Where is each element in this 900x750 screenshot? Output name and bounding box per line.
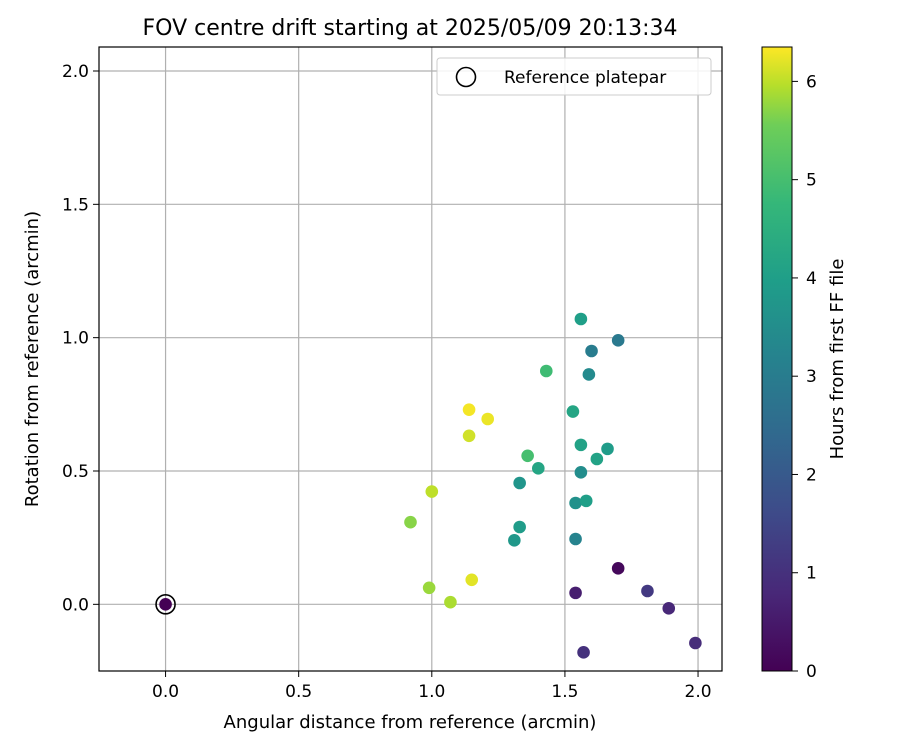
data-point [566,405,580,418]
x-tick-label: 0.0 [152,682,179,702]
data-point [611,334,625,347]
data-point [539,364,553,378]
colorbar-ticks: 0 1 2 3 4 5 6 [792,72,817,682]
data-point [521,449,534,463]
y-tick-label: 0.0 [62,595,89,615]
data-point [425,485,439,498]
y-tick-label: 2.0 [62,62,89,82]
legend: Reference platepar [436,57,712,96]
data-point [689,636,702,650]
data-point [590,452,604,466]
colorbar-tick-label: 3 [806,367,817,387]
data-point [569,532,582,546]
y-axis-ticks: 0.0 0.5 1.0 1.5 2.0 [62,62,99,615]
y-tick-label: 1.0 [62,329,89,349]
legend-entry-reference-platepar: Reference platepar [504,68,666,88]
colorbar-tick-label: 5 [806,171,817,191]
data-point [579,494,593,508]
data-point [404,515,417,529]
data-point [569,586,582,600]
data-point [574,466,588,479]
data-point [465,573,479,587]
colorbar-tick-label: 1 [806,564,817,584]
colorbar-tick-label: 2 [806,465,817,485]
data-point [513,476,526,490]
data-point [462,429,476,443]
data-point [582,368,596,381]
x-axis-label: Angular distance from reference (arcmin) [224,712,597,733]
data-point [569,496,582,510]
legend-box [436,57,712,96]
reference-marker-layer [155,594,176,615]
chart-title: FOV centre drift starting at 2025/05/09 … [143,16,678,41]
colorbar-tick-label: 4 [806,269,817,289]
legend-reference-marker [455,66,477,88]
x-axis-ticks: 0.0 0.5 1.0 1.5 2.0 [152,671,712,702]
y-axis-label: Rotation from reference (arcmin) [22,211,43,507]
data-point [159,598,172,611]
data-point [508,534,521,547]
x-tick-label: 1.5 [551,682,578,702]
y-tick-label: 0.5 [62,462,89,482]
colorbar-gradient [761,46,793,672]
data-point [422,581,436,595]
data-point [462,403,476,416]
data-point [585,344,598,358]
x-tick-label: 0.5 [285,682,312,702]
colorbar-label: Hours from first FF file [827,259,848,460]
data-point [662,602,676,615]
data-point [641,584,654,598]
data-point [574,312,588,326]
data-point [481,412,495,426]
data-point [531,462,545,475]
data-point [601,442,614,456]
data-point [513,520,526,534]
data-point [574,438,588,452]
colorbar-tick-label: 6 [806,72,817,92]
data-point [577,646,590,659]
grid [99,47,722,671]
reference-platepar-marker [155,594,176,615]
data-point [444,595,457,609]
colorbar: 0 1 2 3 4 5 6 Hours from first FF file [761,46,848,682]
data-point [611,562,625,575]
y-tick-label: 1.5 [62,195,89,215]
colorbar-tick-label: 0 [806,662,817,682]
x-tick-label: 1.0 [418,682,445,702]
plot-frame [98,46,723,672]
data-points [159,312,702,659]
x-tick-label: 2.0 [685,682,712,702]
